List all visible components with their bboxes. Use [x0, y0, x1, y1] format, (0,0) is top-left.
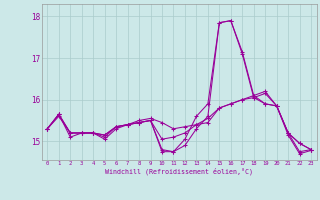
X-axis label: Windchill (Refroidissement éolien,°C): Windchill (Refroidissement éolien,°C)	[105, 168, 253, 175]
